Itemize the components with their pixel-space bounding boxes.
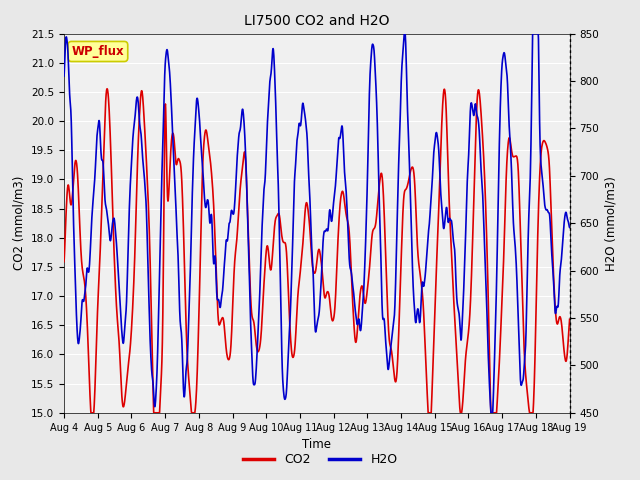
Title: LI7500 CO2 and H2O: LI7500 CO2 and H2O: [244, 14, 390, 28]
Y-axis label: CO2 (mmol/m3): CO2 (mmol/m3): [12, 176, 26, 270]
Y-axis label: H2O (mmol/m3): H2O (mmol/m3): [605, 176, 618, 271]
X-axis label: Time: Time: [302, 438, 332, 451]
Text: WP_flux: WP_flux: [72, 45, 124, 58]
Legend: CO2, H2O: CO2, H2O: [237, 448, 403, 471]
